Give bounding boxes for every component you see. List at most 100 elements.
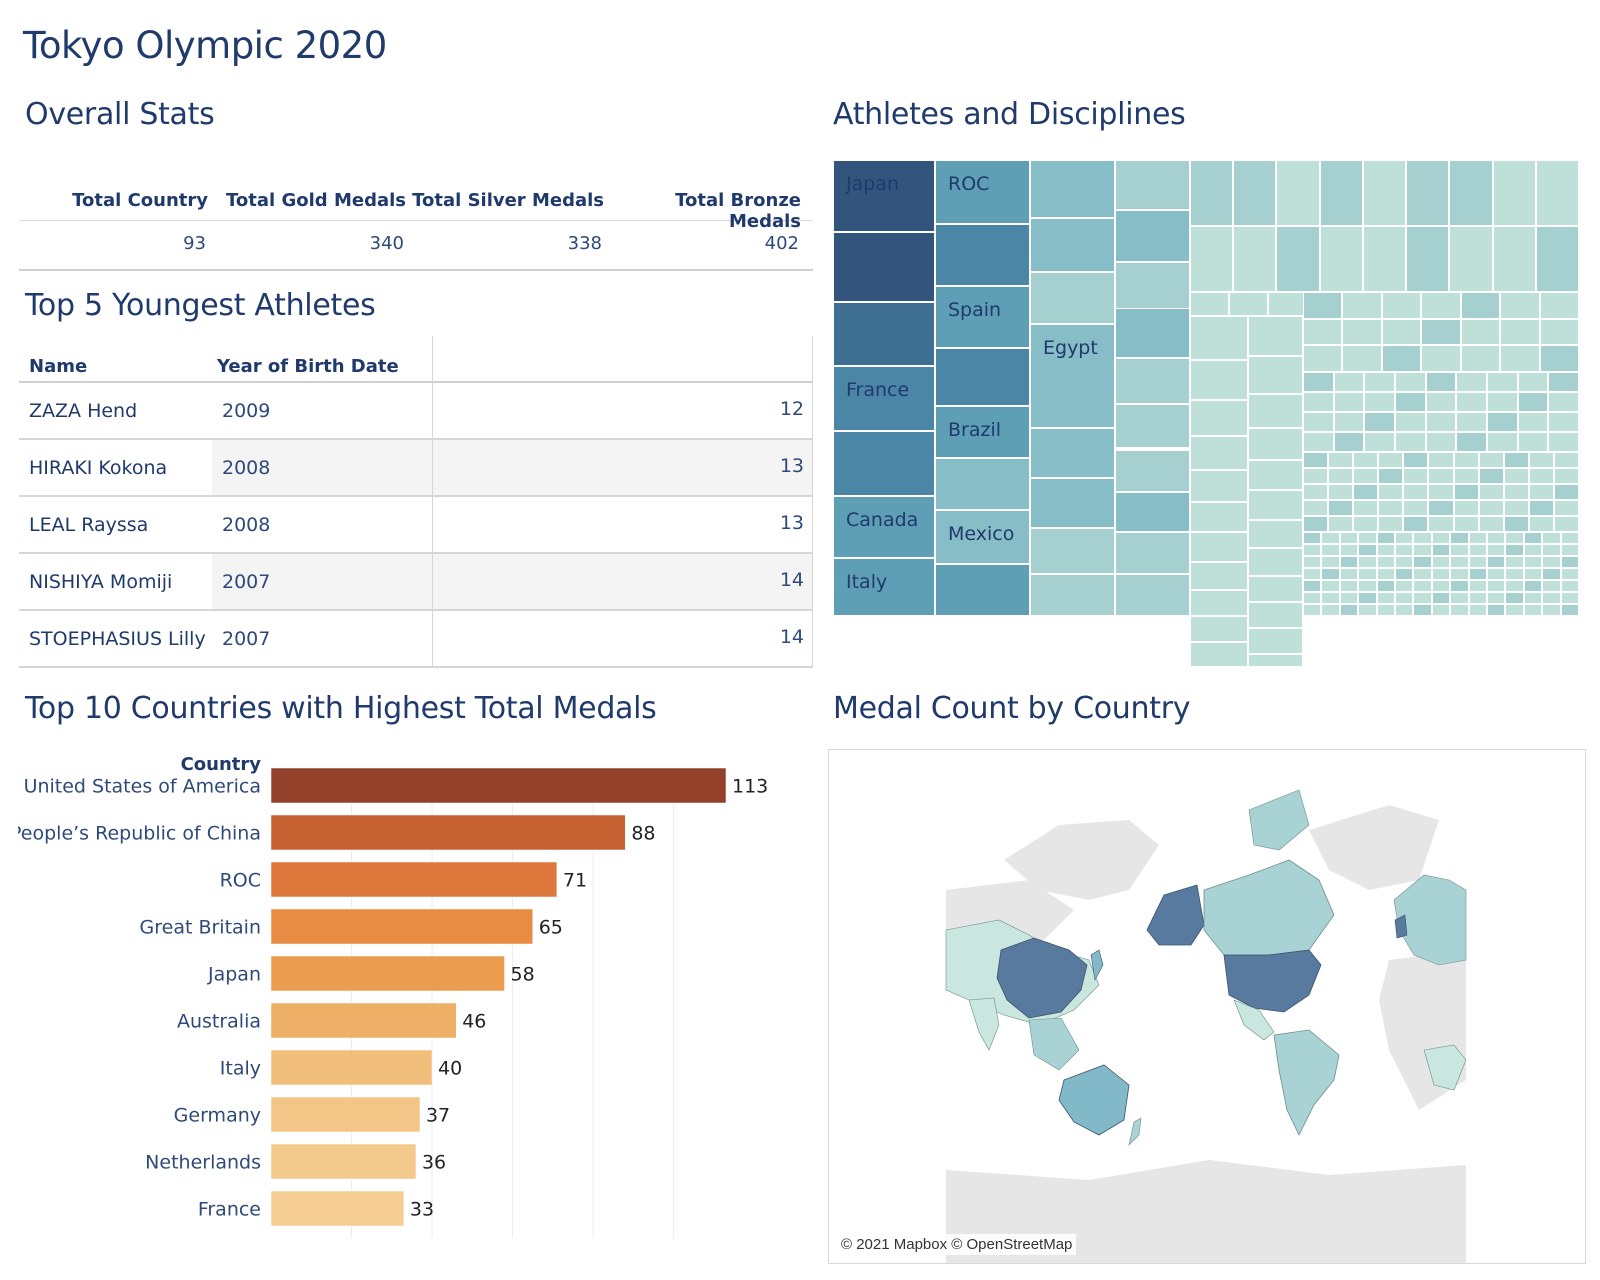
treemap-cell[interactable] — [1431, 604, 1451, 616]
treemap-cell[interactable] — [935, 564, 1030, 616]
treemap-cell[interactable] — [1523, 568, 1543, 580]
treemap-cell[interactable] — [1413, 556, 1432, 568]
treemap-cell[interactable] — [1303, 580, 1322, 592]
treemap-cell[interactable] — [1115, 450, 1190, 492]
treemap-cell[interactable] — [1450, 544, 1469, 556]
treemap-cell[interactable] — [1303, 568, 1322, 580]
treemap-cell[interactable] — [1376, 580, 1395, 592]
treemap-cell[interactable] — [1321, 592, 1340, 604]
treemap-cell[interactable] — [1395, 580, 1414, 592]
treemap-cell[interactable] — [1403, 500, 1429, 516]
treemap-cell[interactable] — [1403, 484, 1429, 500]
treemap-cell[interactable] — [1535, 160, 1579, 226]
treemap-cell[interactable] — [1517, 392, 1549, 412]
treemap-cell[interactable] — [1450, 568, 1469, 580]
treemap-cell[interactable] — [1364, 432, 1395, 452]
treemap-cell[interactable] — [1376, 532, 1395, 544]
treemap-cell[interactable] — [1333, 372, 1365, 392]
treemap-cell[interactable] — [833, 232, 935, 302]
treemap-cell[interactable] — [1503, 452, 1529, 468]
treemap-cell[interactable] — [1358, 604, 1377, 616]
treemap-cell[interactable] — [1395, 372, 1426, 392]
treemap-cell[interactable] — [1030, 478, 1115, 528]
treemap-cell[interactable] — [1425, 372, 1457, 392]
treemap-cell[interactable] — [1378, 468, 1404, 484]
treemap-cell[interactable] — [1528, 452, 1554, 468]
treemap-cell[interactable] — [1378, 516, 1404, 532]
treemap-cell[interactable] — [1115, 574, 1190, 616]
treemap-cell[interactable] — [1453, 452, 1479, 468]
treemap-cell[interactable] — [1364, 412, 1395, 432]
treemap-cell[interactable] — [1523, 604, 1543, 616]
treemap-cell[interactable] — [1342, 345, 1382, 372]
treemap-cell[interactable] — [1523, 592, 1543, 604]
treemap-cell[interactable] — [1505, 568, 1524, 580]
treemap-cell[interactable] — [1431, 568, 1451, 580]
treemap-cell[interactable] — [1542, 604, 1561, 616]
treemap-cell[interactable] — [1560, 592, 1579, 604]
treemap-cell[interactable] — [1248, 654, 1303, 667]
treemap-cell[interactable] — [1542, 592, 1561, 604]
treemap-cell[interactable] — [1468, 568, 1487, 580]
treemap-cell[interactable] — [1115, 210, 1190, 262]
treemap-cell[interactable] — [1030, 428, 1115, 478]
treemap-cell-brazil[interactable]: Brazil — [935, 406, 1030, 458]
treemap-cell[interactable] — [1548, 432, 1579, 452]
treemap-cell[interactable] — [1321, 604, 1340, 616]
treemap-cell[interactable] — [1553, 484, 1579, 500]
treemap-cell[interactable] — [1478, 516, 1504, 532]
treemap-cell[interactable] — [1542, 556, 1561, 568]
treemap-cell[interactable] — [1358, 580, 1377, 592]
treemap-cell[interactable] — [1487, 556, 1506, 568]
treemap-cell[interactable] — [1468, 580, 1487, 592]
treemap-cell[interactable] — [1342, 318, 1382, 346]
treemap-cell[interactable] — [1403, 468, 1429, 484]
treemap-cell-mexico[interactable]: Mexico — [935, 510, 1030, 564]
treemap-cell[interactable] — [1528, 484, 1554, 500]
treemap-cell[interactable] — [833, 431, 935, 496]
treemap-cell[interactable] — [1468, 544, 1487, 556]
treemap-cell[interactable] — [1339, 592, 1359, 604]
treemap-cell[interactable] — [1517, 432, 1549, 452]
athletes-disciplines-treemap[interactable]: Japan France Canada Italy ROC Spain Brazil Mexi… — [833, 160, 1579, 667]
treemap-cell[interactable] — [1030, 272, 1115, 324]
treemap-cell[interactable] — [1190, 360, 1248, 400]
treemap-cell[interactable] — [1353, 468, 1379, 484]
medal-count-map[interactable]: © 2021 Mapbox © OpenStreetMap — [828, 749, 1586, 1264]
treemap-cell[interactable] — [1528, 468, 1554, 484]
treemap-cell[interactable] — [1030, 574, 1115, 616]
treemap-cell[interactable] — [1378, 484, 1404, 500]
treemap-cell[interactable] — [1358, 556, 1377, 568]
treemap-cell[interactable] — [1248, 316, 1303, 356]
treemap-cell[interactable] — [1431, 532, 1451, 544]
treemap-cell[interactable] — [1487, 568, 1506, 580]
treemap-cell[interactable] — [1553, 516, 1579, 532]
treemap-cell[interactable] — [1248, 356, 1303, 394]
treemap-cell[interactable] — [1487, 532, 1506, 544]
treemap-cell[interactable] — [1560, 568, 1579, 580]
treemap-cell[interactable] — [1395, 568, 1414, 580]
treemap-cell[interactable] — [1248, 548, 1303, 576]
treemap-cell[interactable] — [1425, 392, 1457, 412]
treemap-cell[interactable] — [1362, 160, 1407, 226]
treemap-cell[interactable] — [1487, 392, 1518, 412]
treemap-cell[interactable] — [1303, 500, 1329, 516]
treemap-cell[interactable] — [1450, 532, 1469, 544]
treemap-cell[interactable] — [1030, 160, 1115, 218]
treemap-cell[interactable] — [1030, 528, 1115, 574]
treemap-cell[interactable] — [1321, 544, 1340, 556]
treemap-cell[interactable] — [1395, 592, 1414, 604]
treemap-cell[interactable] — [1468, 604, 1487, 616]
treemap-cell[interactable] — [1505, 592, 1524, 604]
treemap-cell[interactable] — [1248, 520, 1303, 548]
treemap-cell[interactable] — [1190, 532, 1248, 562]
treemap-cell[interactable] — [1358, 532, 1377, 544]
treemap-cell[interactable] — [1428, 516, 1454, 532]
treemap-cell-spain[interactable]: Spain — [935, 286, 1030, 348]
treemap-cell[interactable] — [1487, 372, 1518, 392]
treemap-cell[interactable] — [1453, 500, 1479, 516]
treemap-cell[interactable] — [1303, 432, 1334, 452]
treemap-cell[interactable] — [1487, 580, 1506, 592]
treemap-cell[interactable] — [1539, 292, 1579, 319]
treemap-cell[interactable] — [1517, 412, 1549, 432]
